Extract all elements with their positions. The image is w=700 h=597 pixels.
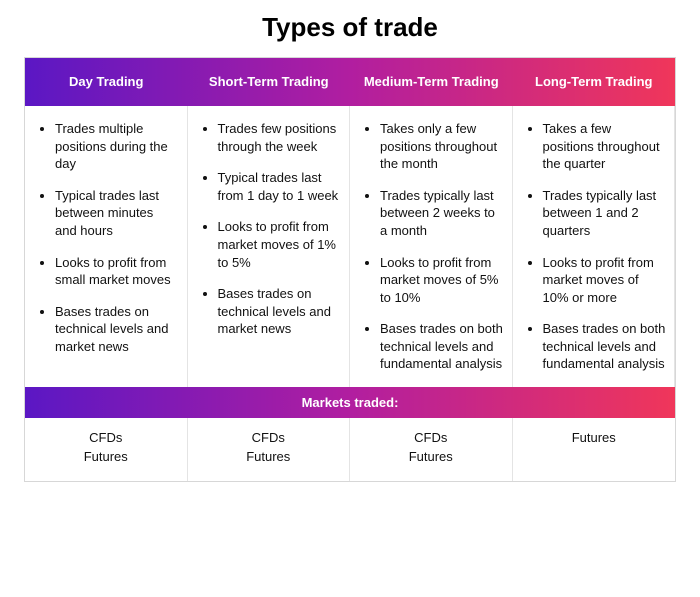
bullet-point: Bases trades on both technical levels an… [543,320,667,373]
bullet-point: Typical trades last between minutes and … [55,187,179,240]
table-header-row: Day TradingShort-Term TradingMedium-Term… [25,58,675,106]
markets-cell: CFDsFutures [188,418,351,481]
column-header: Day Trading [25,58,188,106]
markets-cell: CFDsFutures [350,418,513,481]
page-title: Types of trade [24,12,676,43]
bullet-point: Trades multiple positions during the day [55,120,179,173]
bullet-point: Bases trades on both technical levels an… [380,320,504,373]
bullet-point: Looks to profit from market moves of 5% … [380,254,504,307]
trade-types-table: Day TradingShort-Term TradingMedium-Term… [24,57,676,482]
bullet-point: Trades few positions through the week [218,120,342,155]
bullet-point: Looks to profit from market moves of 1% … [218,218,342,271]
column-header: Short-Term Trading [188,58,351,106]
bullet-point: Looks to profit from small market moves [55,254,179,289]
bullet-point: Bases trades on technical levels and mar… [55,303,179,356]
table-body-cell: Trades multiple positions during the day… [25,106,188,387]
markets-traded-header: Markets traded: [25,387,675,418]
bullet-point: Trades typically last between 1 and 2 qu… [543,187,667,240]
table-body-cell: Trades few positions through the week Typ… [188,106,351,387]
bullet-point: Trades typically last between 2 weeks to… [380,187,504,240]
bullet-point: Bases trades on technical levels and mar… [218,285,342,338]
column-header: Long-Term Trading [513,58,676,106]
bullet-point: Takes a few positions throughout the qua… [543,120,667,173]
markets-cell: Futures [513,418,676,481]
column-header: Medium-Term Trading [350,58,513,106]
market-item: CFDs [354,428,508,448]
market-item: Futures [354,447,508,467]
table-body-cell: Takes only a few positions throughout th… [350,106,513,387]
markets-cell: CFDsFutures [25,418,188,481]
table-body-cell: Takes a few positions throughout the qua… [513,106,676,387]
market-item: CFDs [192,428,346,448]
market-item: CFDs [29,428,183,448]
bullet-point: Looks to profit from market moves of 10%… [543,254,667,307]
market-item: Futures [517,428,672,448]
market-item: Futures [192,447,346,467]
bullet-point: Typical trades last from 1 day to 1 week [218,169,342,204]
bullet-point: Takes only a few positions throughout th… [380,120,504,173]
market-item: Futures [29,447,183,467]
